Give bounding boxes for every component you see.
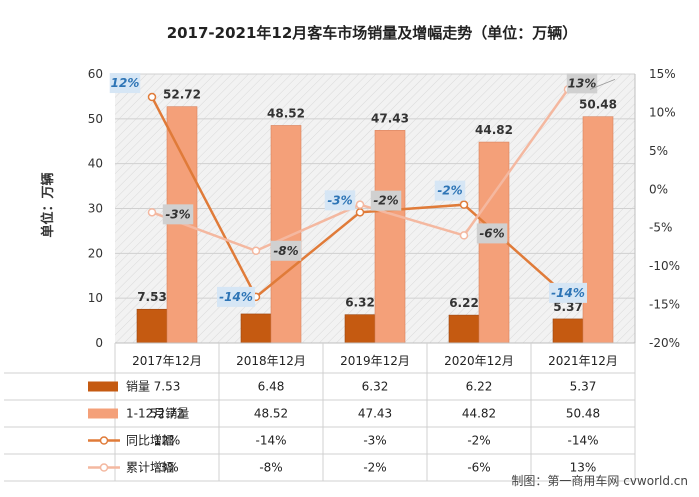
y-tick-label: 30 bbox=[88, 202, 103, 216]
cumulative-label-box bbox=[162, 204, 194, 225]
bar-data-label: 44.82 bbox=[475, 123, 513, 137]
table-cell: 47.43 bbox=[358, 407, 392, 421]
table-cell: 50.48 bbox=[566, 407, 600, 421]
bar-data-label: 50.48 bbox=[579, 98, 617, 112]
x-category-label: 2018年12月 bbox=[236, 354, 306, 368]
x-category-label: 2021年12月 bbox=[548, 354, 618, 368]
source-note: 制图：第一商用车网 cvworld.cn bbox=[511, 473, 688, 488]
chart-title: 2017-2021年12月客车市场销量及增幅走势（单位：万辆） bbox=[167, 24, 578, 42]
bar-data-label: 48.52 bbox=[267, 106, 305, 120]
legend-swatch bbox=[88, 381, 118, 392]
cumulative-point bbox=[147, 208, 157, 217]
y-tick-label: 10 bbox=[88, 291, 103, 305]
yoy-label-box bbox=[434, 180, 466, 201]
legend-label: 1-12月销量 bbox=[126, 407, 189, 421]
yoy-point bbox=[355, 208, 365, 217]
y-axis-title: 单位：万辆 bbox=[40, 172, 56, 237]
y2-tick-label: 15% bbox=[649, 67, 676, 81]
legend-marker bbox=[99, 463, 109, 472]
bar-data-label: 6.22 bbox=[449, 296, 479, 310]
bar-ytd-sales bbox=[270, 125, 302, 344]
bar-data-label: 7.53 bbox=[137, 290, 167, 304]
legend-label: 销量 bbox=[126, 380, 150, 394]
y-tick-label: 50 bbox=[88, 112, 103, 126]
cumulative-point bbox=[355, 200, 365, 209]
y2-tick-label: 5% bbox=[649, 144, 668, 158]
table-cell: -2% bbox=[467, 434, 490, 448]
bar-data-label: 5.37 bbox=[553, 300, 583, 314]
yoy-label-box bbox=[217, 286, 255, 307]
yoy-label-box bbox=[549, 282, 587, 303]
table-cell: 6.48 bbox=[258, 380, 285, 394]
table-cell: 13% bbox=[570, 461, 597, 475]
y-tick-label: 40 bbox=[88, 157, 103, 171]
table-cell: 5.37 bbox=[570, 380, 597, 394]
y-tick-label: 20 bbox=[88, 246, 103, 260]
cumulative-point bbox=[459, 231, 469, 240]
bar-ytd-sales bbox=[166, 106, 198, 344]
legend-swatch bbox=[88, 408, 118, 419]
table-cell: 52.72 bbox=[150, 407, 184, 421]
cumulative-label-box bbox=[566, 73, 598, 94]
table-cell: 6.22 bbox=[466, 380, 493, 394]
table-cell: 44.82 bbox=[462, 407, 496, 421]
table-cell: 7.53 bbox=[154, 380, 181, 394]
bar-ytd-sales bbox=[582, 116, 614, 344]
cumulative-label: -3% bbox=[165, 207, 190, 221]
cumulative-point bbox=[251, 246, 261, 256]
x-category-label: 2017年12月 bbox=[132, 354, 202, 368]
table-cell: 48.52 bbox=[254, 407, 288, 421]
table-cell: 12% bbox=[154, 434, 181, 448]
bar-monthly-sales bbox=[344, 314, 376, 344]
cumulative-label: -6% bbox=[479, 226, 504, 240]
table-cell: -14% bbox=[255, 434, 286, 448]
bar-data-label: 52.72 bbox=[163, 88, 201, 102]
label-leader-line bbox=[589, 79, 616, 90]
y2-tick-label: -5% bbox=[649, 221, 672, 235]
bar-ytd-sales bbox=[374, 130, 406, 344]
y-tick-label: 0 bbox=[95, 336, 103, 350]
bar-monthly-sales bbox=[240, 313, 272, 344]
cumulative-label: 13% bbox=[568, 76, 597, 90]
yoy-label: 12% bbox=[111, 76, 140, 90]
table-cell: -3% bbox=[363, 434, 386, 448]
cumulative-label: -2% bbox=[373, 194, 398, 208]
yoy-label: -14% bbox=[219, 290, 253, 304]
yoy-label-box bbox=[324, 190, 356, 211]
bar-data-label: 6.32 bbox=[345, 296, 375, 310]
table-cell: -14% bbox=[567, 434, 598, 448]
yoy-point bbox=[147, 92, 157, 102]
y-tick-label: 60 bbox=[88, 67, 103, 81]
bar-monthly-sales bbox=[552, 318, 584, 344]
table-cell: -2% bbox=[363, 461, 386, 475]
table-cell: 6.32 bbox=[362, 380, 389, 394]
x-category-label: 2019年12月 bbox=[340, 354, 410, 368]
bar-monthly-sales bbox=[448, 314, 480, 344]
yoy-label: -3% bbox=[327, 193, 352, 207]
y2-tick-label: -10% bbox=[649, 259, 680, 273]
y2-tick-label: -15% bbox=[649, 298, 680, 312]
table-cell: -3% bbox=[155, 461, 178, 475]
table-cell: -8% bbox=[259, 461, 282, 475]
cumulative-label-box bbox=[370, 190, 402, 211]
cumulative-label-box bbox=[476, 223, 508, 244]
bar-data-label: 47.43 bbox=[371, 111, 409, 125]
table-cell: -6% bbox=[467, 461, 490, 475]
legend-label: 同比增幅 bbox=[126, 433, 174, 448]
yoy-label-box bbox=[109, 73, 141, 94]
y2-tick-label: -20% bbox=[649, 336, 680, 350]
y2-tick-label: 0% bbox=[649, 182, 668, 196]
y2-tick-label: 10% bbox=[649, 105, 676, 119]
x-category-label: 2020年12月 bbox=[444, 354, 514, 368]
legend-label: 累计增幅 bbox=[126, 460, 174, 475]
bar-monthly-sales bbox=[136, 308, 168, 344]
yoy-label: -14% bbox=[551, 286, 585, 300]
legend-marker bbox=[99, 436, 109, 445]
cumulative-label: -8% bbox=[273, 244, 298, 258]
yoy-label: -2% bbox=[437, 184, 462, 198]
yoy-point bbox=[459, 200, 469, 209]
cumulative-label-box bbox=[270, 240, 302, 261]
